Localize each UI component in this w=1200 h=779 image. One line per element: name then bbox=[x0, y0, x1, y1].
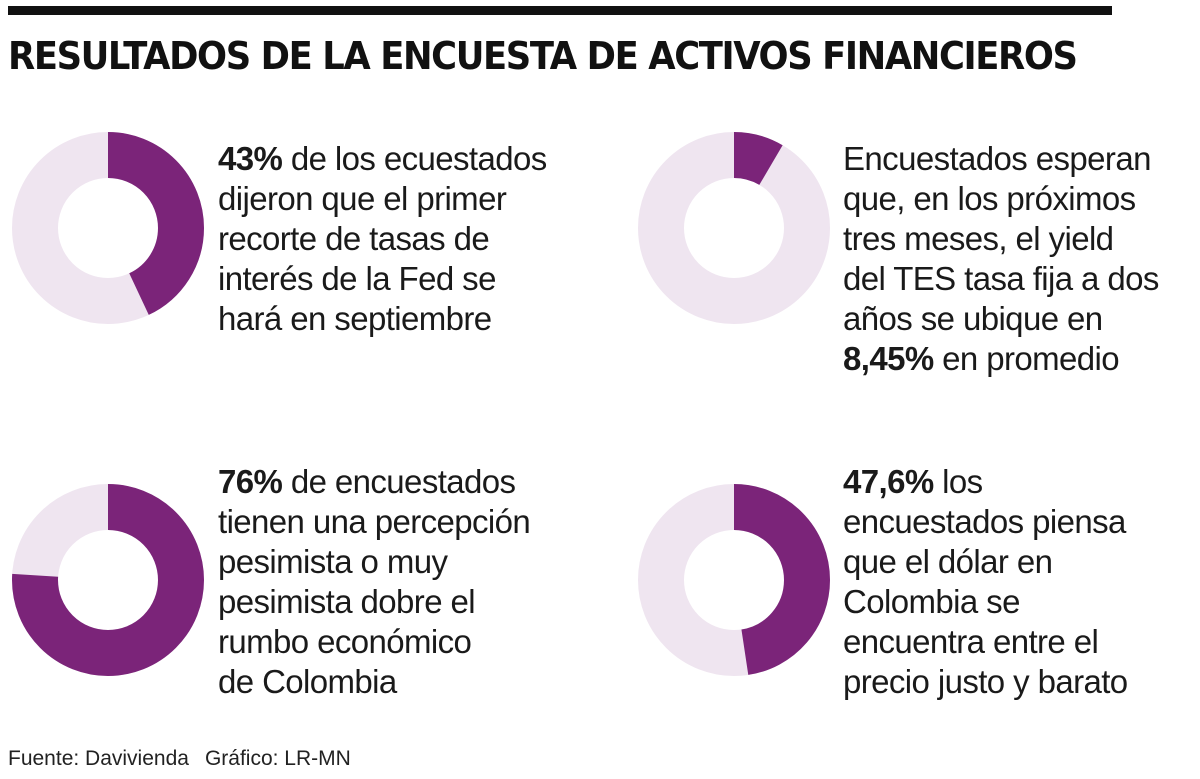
stat-4-value: 47,6% bbox=[843, 463, 934, 500]
stat-3-value: 76% bbox=[218, 463, 283, 500]
chart-title: RESULTADOS DE LA ENCUESTA DE ACTIVOS FIN… bbox=[8, 34, 1078, 78]
footer: Fuente: Davivienda Gráfico: LR-MN bbox=[8, 747, 351, 771]
donut-4-slice bbox=[638, 484, 830, 676]
donut-1-slice bbox=[12, 132, 204, 324]
source-credit: Fuente: Davivienda bbox=[8, 747, 189, 770]
stat-1-value: 43% bbox=[218, 140, 283, 177]
stat-2-value: 8,45% bbox=[843, 340, 934, 377]
graphic-credit: Gráfico: LR-MN bbox=[204, 747, 351, 770]
donut-chart-3 bbox=[10, 482, 206, 678]
donut-chart-1 bbox=[10, 130, 206, 326]
stat-1-text: 43% de los ecuestados dijeron que el pri… bbox=[218, 140, 547, 337]
donut-chart-2 bbox=[636, 130, 832, 326]
stat-4-text: 47,6% los encuestados piensa que el dóla… bbox=[843, 463, 1128, 700]
stat-3-text: 76% de encuestados tienen una percepción… bbox=[218, 463, 531, 700]
stat-2-text: Encuestados esperan que, en los próximos… bbox=[843, 140, 1159, 377]
donut-2-slice bbox=[638, 132, 830, 324]
donut-chart-4 bbox=[636, 482, 832, 678]
donut-3-slice bbox=[12, 484, 204, 676]
top-rule bbox=[8, 6, 1112, 15]
